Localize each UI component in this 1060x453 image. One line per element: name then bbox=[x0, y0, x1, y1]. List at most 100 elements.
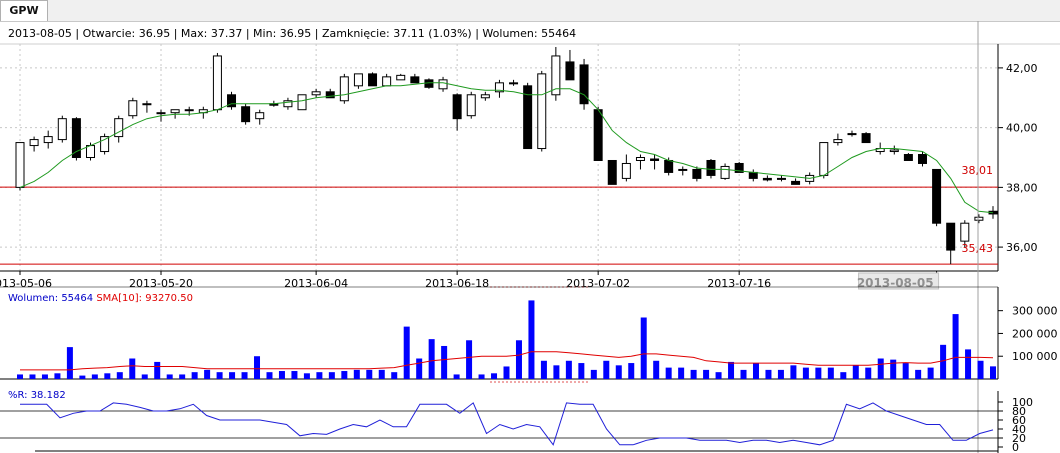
info-sep: | bbox=[242, 27, 253, 40]
x-tick-label: 2013-06-18 bbox=[425, 277, 489, 290]
candle-body bbox=[480, 94, 490, 99]
volume-bar bbox=[266, 372, 273, 379]
candle-body bbox=[678, 168, 688, 171]
tab-gpw[interactable]: GPW bbox=[0, 0, 48, 21]
candle bbox=[212, 52, 222, 113]
candle bbox=[621, 154, 631, 182]
candle-body bbox=[537, 73, 547, 150]
candle bbox=[128, 97, 138, 119]
candle-body bbox=[607, 159, 617, 185]
candle-body bbox=[706, 159, 716, 176]
volume-sma-line bbox=[20, 351, 994, 371]
x-tick-label: 2013-07-16 bbox=[707, 277, 771, 290]
candle bbox=[452, 93, 462, 131]
volume-bar bbox=[827, 367, 834, 379]
candle bbox=[438, 76, 448, 92]
volume-bar bbox=[154, 361, 161, 379]
volume-legend-sma: SMA[10]: 93270.50 bbox=[96, 293, 193, 304]
volume-bars bbox=[17, 300, 996, 379]
candle-body bbox=[692, 168, 702, 179]
candle-body bbox=[71, 118, 81, 158]
volume-bar bbox=[790, 365, 797, 379]
volume-panel: Wolumen: 55464 SMA[10]: 93270.50 300 000… bbox=[0, 286, 1058, 383]
volume-bar bbox=[927, 367, 934, 379]
candle bbox=[494, 79, 504, 98]
info-sep: | bbox=[311, 27, 322, 40]
sma-line bbox=[19, 82, 994, 214]
candle bbox=[847, 130, 857, 137]
price-y-tick-label: 38,00 bbox=[1006, 181, 1038, 194]
candle-body bbox=[748, 171, 758, 179]
volume-bar bbox=[678, 367, 685, 379]
candle-body bbox=[396, 74, 406, 81]
volume-bar bbox=[316, 372, 323, 379]
candle bbox=[960, 220, 970, 248]
candle bbox=[523, 82, 533, 150]
candle-body bbox=[142, 103, 152, 106]
candle-body bbox=[339, 76, 349, 102]
volume-y-tick-label: 100 000 bbox=[1012, 350, 1058, 363]
volume-bar bbox=[291, 371, 298, 379]
volume-bar bbox=[216, 372, 223, 379]
candle bbox=[889, 145, 899, 155]
candle bbox=[297, 94, 307, 111]
volume-bar bbox=[29, 374, 36, 379]
candle bbox=[946, 222, 956, 265]
candle bbox=[607, 159, 617, 185]
volume-bar bbox=[703, 369, 710, 379]
candle-body bbox=[325, 91, 335, 99]
candle bbox=[227, 91, 237, 110]
volume-bar bbox=[191, 372, 198, 379]
candle bbox=[15, 142, 25, 191]
volume-bar bbox=[940, 344, 947, 379]
candle bbox=[791, 178, 801, 185]
price-grid bbox=[0, 44, 998, 271]
candle-body bbox=[960, 222, 970, 242]
candle bbox=[833, 133, 843, 146]
candle-body bbox=[170, 109, 180, 114]
info-date: 2013-08-05 bbox=[8, 27, 72, 40]
volume-bar bbox=[865, 367, 872, 379]
candle bbox=[368, 72, 378, 87]
volume-bar bbox=[852, 365, 859, 379]
candle-body bbox=[184, 109, 194, 112]
candle-body bbox=[762, 177, 772, 181]
candle-body bbox=[368, 73, 378, 87]
candle-body bbox=[664, 159, 674, 173]
volume-bar bbox=[104, 373, 111, 379]
volume-legend-volume: Wolumen: 55464 bbox=[8, 293, 93, 304]
candle bbox=[650, 154, 660, 170]
candle bbox=[861, 132, 871, 144]
candle-body bbox=[466, 94, 476, 117]
candle-body bbox=[227, 94, 237, 108]
candle bbox=[593, 106, 603, 161]
candle-body bbox=[917, 154, 927, 164]
candle bbox=[748, 169, 758, 182]
info-sep: | bbox=[170, 27, 181, 40]
candle-body bbox=[635, 157, 645, 161]
candle-body bbox=[43, 136, 53, 144]
info-max: Max: 37.37 bbox=[181, 27, 242, 40]
volume-bar bbox=[66, 347, 73, 379]
volume-bar bbox=[328, 372, 335, 379]
wr-line bbox=[20, 402, 994, 446]
candle bbox=[241, 103, 251, 125]
volume-bar bbox=[366, 369, 373, 379]
info-close: Zamknięcie: 37.11 (1.03%) bbox=[322, 27, 472, 40]
volume-bar bbox=[54, 373, 61, 379]
volume-bar bbox=[116, 372, 123, 379]
volume-bar bbox=[453, 374, 460, 379]
candle-body bbox=[156, 112, 166, 115]
volume-bar bbox=[79, 375, 86, 379]
candle-body bbox=[861, 133, 871, 144]
candle-body bbox=[889, 149, 899, 153]
price-y-ticks: 42,00 40,00 38,00 36,00 bbox=[998, 62, 1038, 254]
volume-bar bbox=[254, 356, 261, 379]
volume-bar bbox=[815, 367, 822, 379]
volume-bar bbox=[653, 360, 660, 379]
candle bbox=[819, 142, 829, 179]
price-y-tick-label: 42,00 bbox=[1006, 62, 1038, 75]
volume-bar bbox=[528, 300, 535, 379]
x-tick-label: 2013-08-05 bbox=[857, 276, 934, 290]
volume-bar bbox=[166, 374, 173, 379]
